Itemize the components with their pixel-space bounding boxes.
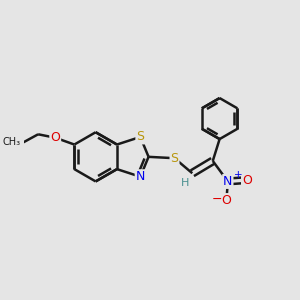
Text: H: H [181, 178, 190, 188]
Text: O: O [242, 174, 252, 187]
Text: −: − [212, 193, 222, 206]
Text: N: N [223, 175, 232, 188]
Text: +: + [234, 169, 242, 180]
Text: S: S [136, 130, 144, 143]
Text: N: N [136, 170, 145, 183]
Text: O: O [221, 194, 231, 207]
Text: O: O [50, 131, 60, 144]
Text: S: S [170, 152, 178, 165]
Text: CH₃: CH₃ [2, 137, 20, 148]
